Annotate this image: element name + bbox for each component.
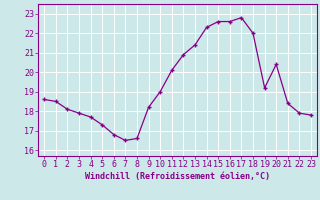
X-axis label: Windchill (Refroidissement éolien,°C): Windchill (Refroidissement éolien,°C)	[85, 172, 270, 181]
